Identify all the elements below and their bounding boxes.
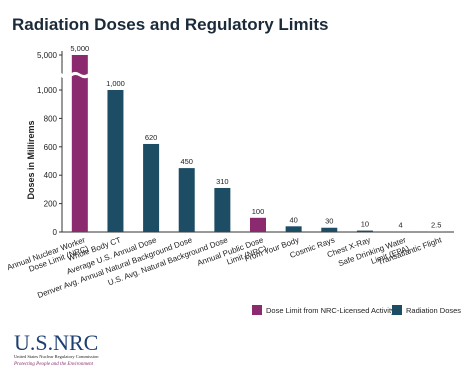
value-label: 1,000 (106, 79, 125, 88)
bar (285, 226, 302, 232)
value-label: 5,000 (70, 44, 89, 53)
value-label: 30 (325, 217, 333, 226)
y-tick-label: 200 (44, 200, 58, 209)
logo-agency: United States Nuclear Regulatory Commiss… (14, 354, 99, 359)
bar (321, 227, 338, 232)
y-tick-label: 400 (44, 171, 58, 180)
value-label: 40 (289, 215, 297, 224)
y-tick-label: 0 (53, 228, 58, 237)
bar (178, 168, 195, 232)
legend-label: Dose Limit from NRC-Licensed Activity (266, 306, 395, 315)
chart-title: Radiation Doses and Regulatory Limits (12, 15, 328, 34)
logo-name: U.S.NRC (14, 330, 98, 355)
bar (250, 217, 266, 232)
legend-swatch (252, 305, 262, 315)
value-label: 2.5 (431, 221, 441, 230)
y-tick-label: 600 (44, 143, 58, 152)
y-axis-label: Doses in Millirems (26, 120, 36, 199)
legend-label: Radiation Doses (406, 306, 461, 315)
axis-break (57, 71, 67, 80)
value-label: 4 (398, 220, 402, 229)
value-label: 620 (145, 133, 158, 142)
y-tick-label: 800 (44, 114, 58, 123)
bar (71, 55, 88, 232)
bar (107, 90, 124, 232)
y-tick-label: 5,000 (37, 51, 58, 60)
bar (143, 143, 160, 232)
logo-motto: Protecting People and the Environment (13, 362, 94, 367)
bar (356, 230, 373, 232)
bar (214, 187, 231, 232)
value-label: 100 (252, 207, 265, 216)
value-label: 310 (216, 177, 229, 186)
y-tick-label: 1,000 (37, 86, 58, 95)
bar (392, 231, 409, 232)
axis-break (68, 70, 91, 80)
value-label: 450 (180, 157, 193, 166)
legend-swatch (392, 305, 402, 315)
value-label: 10 (361, 220, 369, 229)
